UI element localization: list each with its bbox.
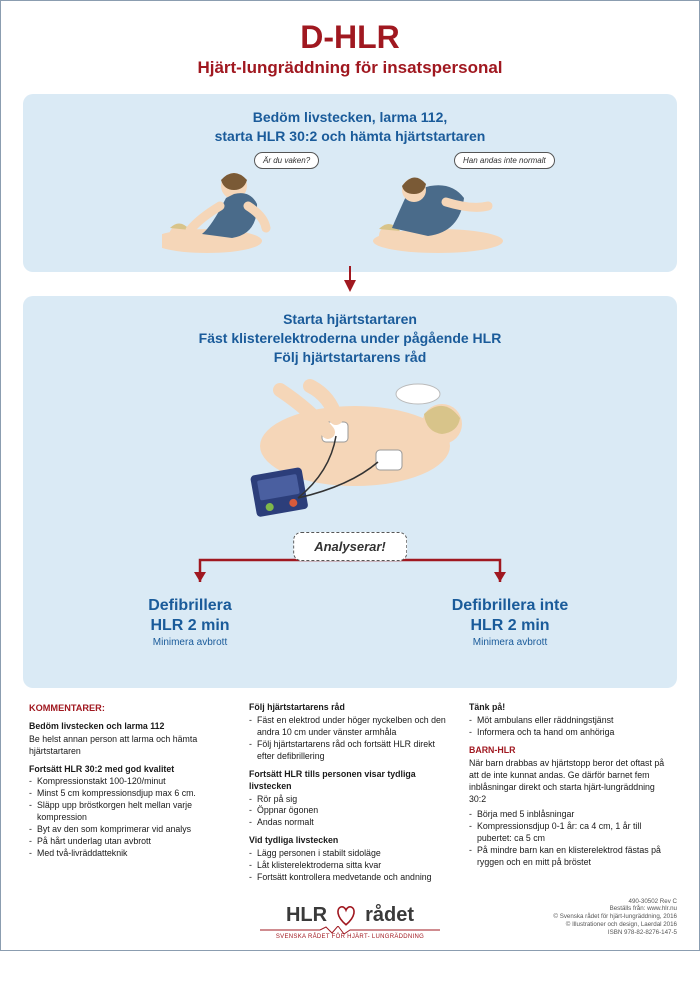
cpr-breath-svg [368, 156, 538, 256]
main-subtitle: Hjärt-lungräddning för insatspersonal [23, 58, 677, 78]
panel-aed: Starta hjärtstartaren Fäst klisterelektr… [23, 296, 677, 689]
comments-section: KOMMENTARER: Bedöm livstecken och larma … [23, 698, 677, 889]
list-item: Möt ambulans eller räddningstjänst [469, 715, 671, 727]
col2-h1: Följ hjärtstartarens råd [249, 702, 451, 714]
list-item: Kompressionsdjup 0-1 år: ca 4 cm, 1 år t… [469, 821, 671, 845]
analyse-box: Analyserar! [293, 532, 407, 561]
speech-bubble-right: Han andas inte normalt [454, 152, 555, 169]
panel2-lead-line1: Starta hjärtstartaren [283, 311, 417, 327]
outcome-right-head1: Defibrillera inte [410, 596, 610, 615]
col2-list2: Rör på sig Öppnar ögonen Andas normalt [249, 794, 451, 830]
footer-meta-line: © Svenska rådet för hjärt-lungräddning, … [553, 913, 677, 921]
panel2-lead-line3: Följ hjärtstartarens råd [274, 349, 427, 365]
heart-icon [333, 902, 359, 928]
panel1-illustrations: Är du vaken? Han andas inte normalt [35, 156, 665, 256]
panel2-lead: Starta hjärtstartaren Fäst klisterelektr… [35, 310, 665, 367]
logo-main: HLR rådet [260, 902, 440, 928]
list-item: Informera och ta hand om anhöriga [469, 727, 671, 739]
col2-list1: Fäst en elektrod under höger nyckelben o… [249, 715, 451, 763]
logo: HLR rådet SVENSKA RÅDET FÖR HJÄRT- LUNGR… [260, 902, 440, 940]
col1-h2: Fortsätt HLR 30:2 med god kvalitet [29, 764, 231, 776]
list-item: Minst 5 cm kompressionsdjup max 6 cm. [29, 788, 231, 800]
list-item: Följ hjärtstartarens råd och fortsätt HL… [249, 739, 451, 763]
list-item: Börja med 5 inblåsningar [469, 809, 671, 821]
logo-text-right: rådet [365, 904, 414, 927]
col3-list2: Börja med 5 inblåsningar Kompressionsdju… [469, 809, 671, 868]
col1-list2: Kompressionstakt 100-120/minut Minst 5 c… [29, 776, 231, 859]
outcome-right-head2: HLR 2 min [410, 616, 610, 635]
poster-page: D-HLR Hjärt-lungräddning för insatsperso… [0, 0, 700, 951]
outcome-no-defibrillate: Defibrillera inte HLR 2 min Minimera avb… [410, 596, 610, 647]
col2-list3: Lägg personen i stabilt sidoläge Låt kli… [249, 848, 451, 884]
illustration-check-response: Är du vaken? [162, 156, 332, 256]
comments-col1: KOMMENTARER: Bedöm livstecken och larma … [29, 702, 231, 883]
outcome-defibrillate: Defibrillera HLR 2 min Minimera avbrott [90, 596, 290, 647]
footer-meta-line: 490-30502 Rev C [553, 898, 677, 906]
col3-list1: Möt ambulans eller räddningstjänst Infor… [469, 715, 671, 739]
panel2-lead-line2: Fäst klisterelektroderna under pågående … [199, 330, 502, 346]
list-item: Lägg personen i stabilt sidoläge [249, 848, 451, 860]
list-item: På hårt underlag utan avbrott [29, 836, 231, 848]
cpr-check-svg [162, 156, 332, 256]
list-item: Fortsätt kontrollera medvetande och andn… [249, 872, 451, 884]
speech-bubble-left: Är du vaken? [254, 152, 319, 169]
list-item: Öppnar ögonen [249, 805, 451, 817]
list-item: Låt klisterelektroderna sitta kvar [249, 860, 451, 872]
panel1-lead-line2: starta HLR 30:2 och hämta hjärtstartaren [215, 128, 486, 144]
outcome-left-head1: Defibrillera [90, 596, 290, 615]
panel1-lead: Bedöm livstecken, larma 112, starta HLR … [35, 108, 665, 146]
outcome-left-sub: Minimera avbrott [90, 637, 290, 648]
main-title: D-HLR [23, 19, 677, 56]
list-item: Andas normalt [249, 817, 451, 829]
comments-col3: Tänk på! Möt ambulans eller räddningstjä… [469, 702, 671, 883]
footer-meta: 490-30502 Rev C Beställs från: www.hlr.n… [553, 898, 677, 937]
panel-assess: Bedöm livstecken, larma 112, starta HLR … [23, 94, 677, 272]
comments-title: KOMMENTARER: [29, 702, 231, 714]
footer-meta-line: © Illustrationer och design, Laerdal 201… [553, 921, 677, 929]
list-item: Släpp upp bröstkorgen helt mellan varje … [29, 800, 231, 824]
comments-col2: Följ hjärtstartarens råd Fäst en elektro… [249, 702, 451, 883]
list-item: Byt av den som komprimerar vid analys [29, 824, 231, 836]
list-item: Fäst en elektrod under höger nyckelben o… [249, 715, 451, 739]
col1-p1: Be helst annan person att larma och hämt… [29, 734, 231, 758]
col3-h1: Tänk på! [469, 702, 671, 714]
logo-subtitle: SVENSKA RÅDET FÖR HJÄRT- LUNGRÄDDNING [260, 934, 440, 940]
list-item: Rör på sig [249, 794, 451, 806]
col3-h2: BARN-HLR [469, 745, 671, 757]
illustration-check-breathing: Han andas inte normalt [368, 156, 538, 256]
footer-meta-line: Beställs från: www.hlr.nu [553, 905, 677, 913]
aed-illustration [220, 376, 480, 526]
list-item: Med två-livräddatteknik [29, 848, 231, 860]
list-item: Kompressionstakt 100-120/minut [29, 776, 231, 788]
outcome-right-sub: Minimera avbrott [410, 637, 610, 648]
footer-meta-line: ISBN 978-82-8276-147-5 [553, 929, 677, 937]
panel1-lead-line1: Bedöm livstecken, larma 112, [253, 109, 448, 125]
col2-h2: Fortsätt HLR tills personen visar tydlig… [249, 769, 451, 793]
col1-h1: Bedöm livstecken och larma 112 [29, 721, 231, 733]
logo-text-left: HLR [286, 904, 327, 927]
arrow-down-icon [344, 280, 356, 292]
outcome-left-head2: HLR 2 min [90, 616, 290, 635]
col3-p2: När barn drabbas av hjärtstopp beror det… [469, 758, 671, 806]
list-item: På mindre barn kan en klisterelektrod fä… [469, 845, 671, 869]
decision-tree: Analyserar! Defibrillera HLR 2 min Minim… [35, 532, 665, 672]
col2-h3: Vid tydliga livstecken [249, 835, 451, 847]
